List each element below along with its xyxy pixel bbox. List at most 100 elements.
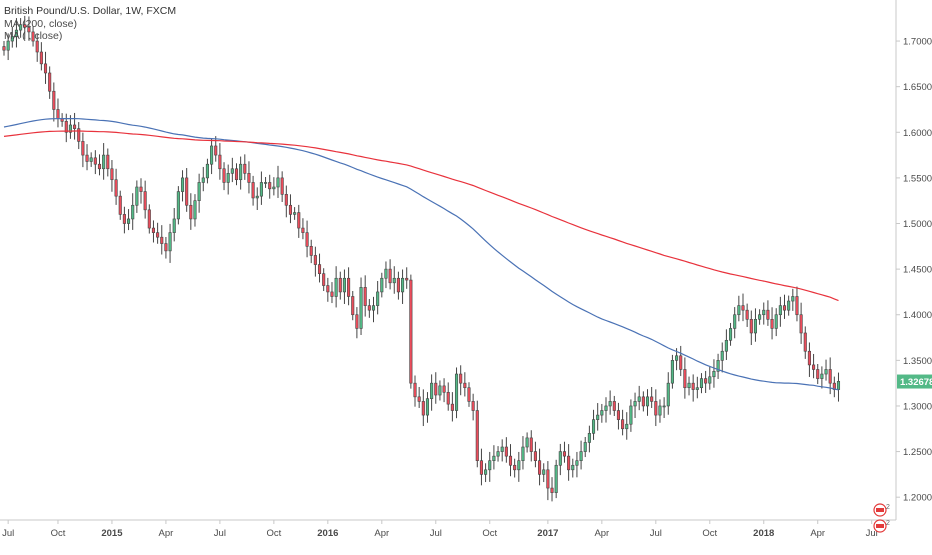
candle-down	[23, 24, 27, 28]
time-tick-label: Oct	[266, 528, 281, 539]
candle-up	[210, 145, 214, 165]
candle-down	[612, 401, 616, 411]
candle-down	[31, 31, 35, 42]
candle-down	[35, 40, 39, 53]
candle-up	[712, 370, 716, 378]
candle-up	[500, 446, 504, 452]
price-tick-label: 1.30000	[903, 401, 932, 412]
candle-down	[749, 318, 753, 334]
price-tick-label: 1.35000	[903, 356, 932, 367]
candle-up	[376, 291, 380, 306]
candle-down	[305, 232, 309, 247]
candle-down	[110, 168, 114, 181]
last-price-label-bg	[897, 374, 932, 389]
candle-down	[143, 191, 147, 211]
candle-down	[322, 273, 326, 286]
candle-down	[189, 204, 193, 220]
candle-down	[151, 227, 156, 233]
candle-down	[745, 309, 749, 320]
candle-up	[571, 464, 575, 471]
candle-up	[670, 360, 674, 384]
candle-up	[68, 124, 72, 133]
price-tick-label: 1.60000	[903, 128, 932, 139]
candle-up	[484, 469, 488, 475]
candle-up	[10, 36, 14, 42]
candle-up	[633, 401, 637, 407]
candle-up	[587, 433, 591, 443]
candle-up	[720, 350, 724, 361]
candle-up	[525, 437, 529, 448]
ma-200-legend[interactable]: MA (200, close)	[4, 17, 77, 30]
candle-up	[6, 40, 10, 51]
candle-down	[48, 72, 52, 92]
candle-up	[687, 382, 691, 389]
candle-up	[762, 309, 766, 316]
candle-down	[243, 163, 247, 174]
candle-down	[218, 154, 222, 170]
candle-up	[554, 464, 558, 493]
candle-up	[135, 186, 139, 206]
candle-up	[259, 182, 263, 197]
candle-down	[2, 46, 6, 51]
candle-down	[691, 382, 695, 390]
economic-event-icon-flag	[876, 524, 884, 528]
candle-down	[479, 460, 483, 475]
candle-up	[172, 218, 176, 233]
candle-down	[330, 291, 334, 297]
candle-down	[679, 355, 683, 370]
time-tick-label: Apr	[159, 528, 174, 539]
candle-down	[766, 309, 770, 320]
candle-up	[264, 182, 268, 184]
candle-up	[488, 460, 492, 471]
candle-up	[666, 382, 670, 407]
time-tick-label: Jul	[214, 528, 226, 539]
candle-down	[301, 227, 305, 233]
candle-up	[176, 191, 180, 220]
candle-up	[787, 300, 791, 311]
candle-up	[380, 277, 384, 293]
candle-down	[351, 296, 355, 316]
candle-down	[799, 314, 803, 334]
candle-down	[64, 121, 68, 133]
candle-up	[716, 360, 720, 372]
candle-up	[102, 154, 106, 170]
candle-up	[758, 314, 762, 320]
candle-down	[446, 391, 450, 405]
candle-up	[255, 195, 259, 199]
candle-down	[297, 212, 301, 229]
candle-up	[272, 186, 276, 190]
candle-down	[280, 177, 284, 195]
candle-down	[546, 469, 550, 489]
candle-down	[222, 168, 226, 183]
ma-blue-line	[3, 118, 839, 391]
candle-down	[650, 396, 654, 402]
candle-down	[795, 296, 799, 316]
time-tick-label: 2016	[317, 528, 338, 539]
candle-up	[637, 396, 641, 402]
candle-down	[421, 401, 425, 416]
candle-down	[828, 369, 832, 384]
candle-down	[442, 385, 446, 393]
candle-down	[782, 305, 787, 311]
candle-down	[139, 186, 143, 192]
candle-down	[654, 401, 658, 416]
candle-up	[293, 212, 297, 215]
candle-up	[591, 419, 596, 434]
candle-down	[160, 236, 164, 244]
ma-second-legend[interactable]: MA ( , close)	[4, 30, 63, 42]
candle-down	[816, 369, 820, 379]
candle-up	[820, 373, 824, 379]
candle-down	[122, 214, 126, 224]
price-tick-label: 1.50000	[903, 219, 932, 230]
time-tick-label: Oct	[702, 528, 717, 539]
candle-up	[492, 455, 496, 462]
candle-down	[56, 109, 60, 119]
time-tick-label: Jul	[2, 528, 14, 539]
candle-down	[683, 369, 687, 389]
candle-up	[753, 318, 757, 334]
time-tick-label: Apr	[810, 528, 825, 539]
candle-down	[550, 487, 554, 493]
candle-up	[629, 405, 633, 425]
